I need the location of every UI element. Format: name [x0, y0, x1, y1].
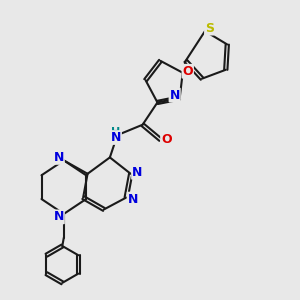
Text: N: N — [54, 151, 64, 164]
Text: N: N — [128, 193, 138, 206]
Text: N: N — [54, 210, 64, 224]
Text: H: H — [111, 127, 120, 136]
Text: O: O — [182, 65, 193, 78]
Text: S: S — [205, 22, 214, 34]
Text: N: N — [169, 88, 180, 101]
Text: N: N — [111, 131, 121, 144]
Text: O: O — [161, 133, 172, 146]
Text: N: N — [132, 166, 142, 179]
